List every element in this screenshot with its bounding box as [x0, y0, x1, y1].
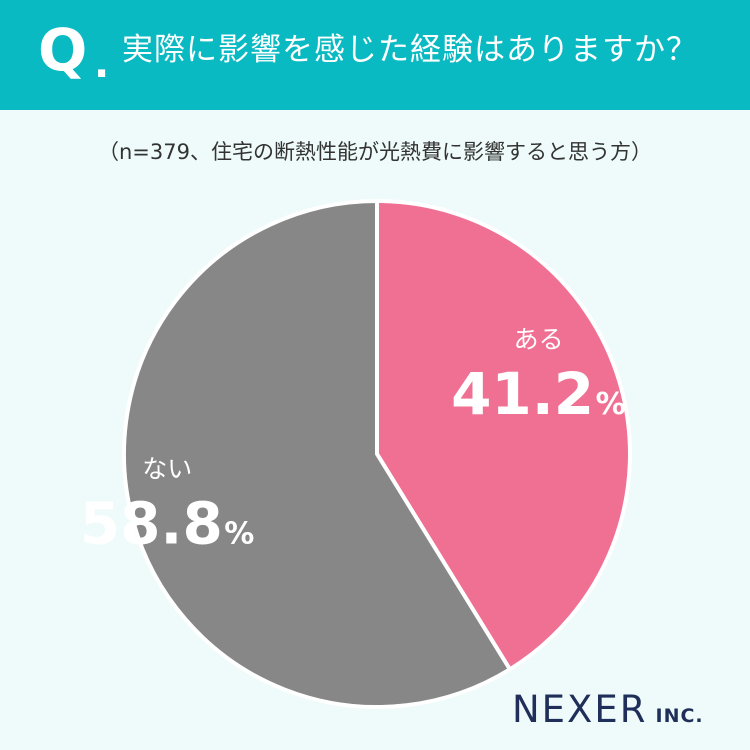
- q-mark: Q: [38, 16, 88, 84]
- label-nai: ない: [142, 455, 192, 484]
- nexer-logo: NEXER INC.: [512, 690, 704, 730]
- percent-aru: %: [596, 387, 626, 422]
- slice-aru: [375, 199, 632, 672]
- header-bar: Q . 実際に影響を感じた経験はありますか？: [0, 0, 750, 110]
- value-nai: 58.8: [80, 490, 223, 558]
- question-title: 実際に影響を感じた経験はありますか？: [122, 32, 698, 68]
- value-aru: 41.2: [451, 360, 594, 428]
- logo-main-text: NEXER: [512, 688, 648, 731]
- chart-subtitle: （n=379、住宅の断熱性能が光熱費に影響すると思う方）: [98, 140, 652, 164]
- label-aru: ある: [514, 325, 564, 354]
- logo-sub-text: INC.: [655, 705, 704, 727]
- slice-nai: [122, 199, 512, 709]
- percent-nai: %: [224, 517, 254, 552]
- q-dot: .: [94, 41, 110, 87]
